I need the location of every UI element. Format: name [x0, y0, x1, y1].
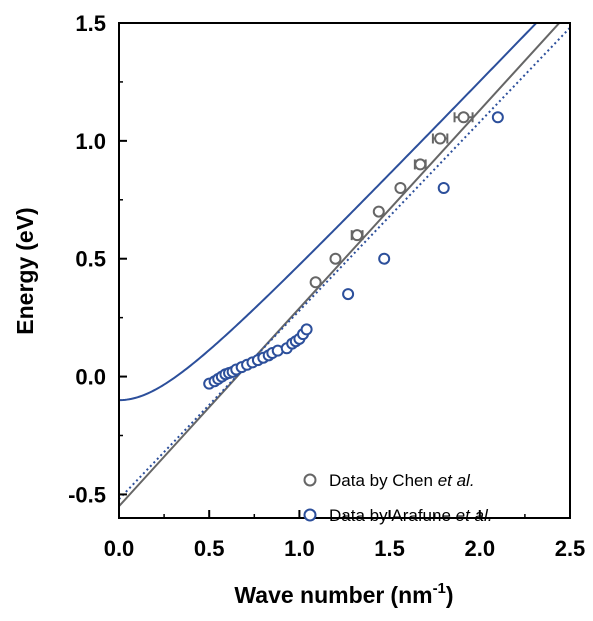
x-axis-unit-exponent: -1: [433, 580, 446, 597]
chen-fit-line: [119, 23, 561, 507]
chen-data-point: [351, 229, 364, 242]
legend-label-chen: Data by Chen et al.: [329, 471, 475, 490]
legend-label-arafune-part-1: Data by Arafune: [329, 506, 456, 525]
arafune-data-point: [437, 182, 450, 194]
y-tick-label: 1.5: [75, 11, 106, 36]
series-layer: [119, 23, 570, 507]
x-axis-open-paren: (: [390, 582, 398, 608]
x-axis-label-text: Wave number: [234, 582, 384, 608]
y-tick-label: 0.5: [75, 247, 106, 272]
x-tick-label: 0.5: [194, 536, 225, 561]
x-tick-label: 0.0: [104, 536, 135, 561]
arafune-data-point: [342, 288, 355, 301]
legend-label-chen-part-1: Data by Chen: [329, 471, 438, 490]
legend-label-arafune: Data by Arafune et al.: [329, 506, 493, 525]
y-axis-close-paren: ): [12, 207, 38, 215]
y-axis-unit: eV: [12, 214, 38, 243]
chen-data-point: [434, 132, 447, 145]
legend-item-chen: Data by Chen et al.: [303, 471, 475, 490]
y-tick-label: -0.5: [68, 482, 106, 507]
chen-data-point: [394, 182, 407, 194]
x-axis-close-paren: ): [446, 582, 454, 608]
legend-marker-arafune: [303, 508, 317, 522]
x-tick-label: 2.0: [465, 536, 496, 561]
ticks-layer: 0.0 0.5 1.0 1.5 2.0 2.5 -0.5 0.0 0.5 1.0 1.5: [68, 11, 585, 561]
y-axis-open-paren: (: [12, 243, 38, 251]
y-axis-label-text: Energy: [12, 257, 38, 335]
chen-data-point: [372, 205, 385, 218]
chen-data-point: [309, 276, 322, 289]
arafune-asymptote-line: [119, 27, 570, 500]
x-tick-label: 1.5: [374, 536, 405, 561]
chen-data-point: [414, 158, 427, 171]
legend: Data by Chen et al. Data by Arafune et a…: [303, 471, 493, 525]
arafune-data-point: [491, 111, 504, 124]
legend-label-chen-part-2: et al.: [438, 471, 475, 490]
y-axis-label: Energy (eV): [12, 207, 38, 334]
chen-data-point: [329, 252, 342, 265]
chen-data-point: [457, 111, 470, 124]
arafune-data-point: [300, 323, 313, 336]
arafune-fit-curve: [119, 23, 538, 402]
legend-marker-chen: [303, 473, 317, 487]
y-tick-label: 0.0: [75, 365, 106, 390]
legend-label-arafune-part-2: et al.: [456, 506, 493, 525]
y-tick-label: 1.0: [75, 129, 106, 154]
x-axis-unit: nm: [398, 582, 433, 608]
x-axis-label: Wave number (nm-1): [234, 580, 453, 608]
x-tick-label: 2.5: [555, 536, 586, 561]
legend-item-arafune: Data by Arafune et al.: [303, 506, 493, 525]
x-tick-label: 1.0: [284, 536, 315, 561]
arafune-data-point: [378, 252, 391, 265]
